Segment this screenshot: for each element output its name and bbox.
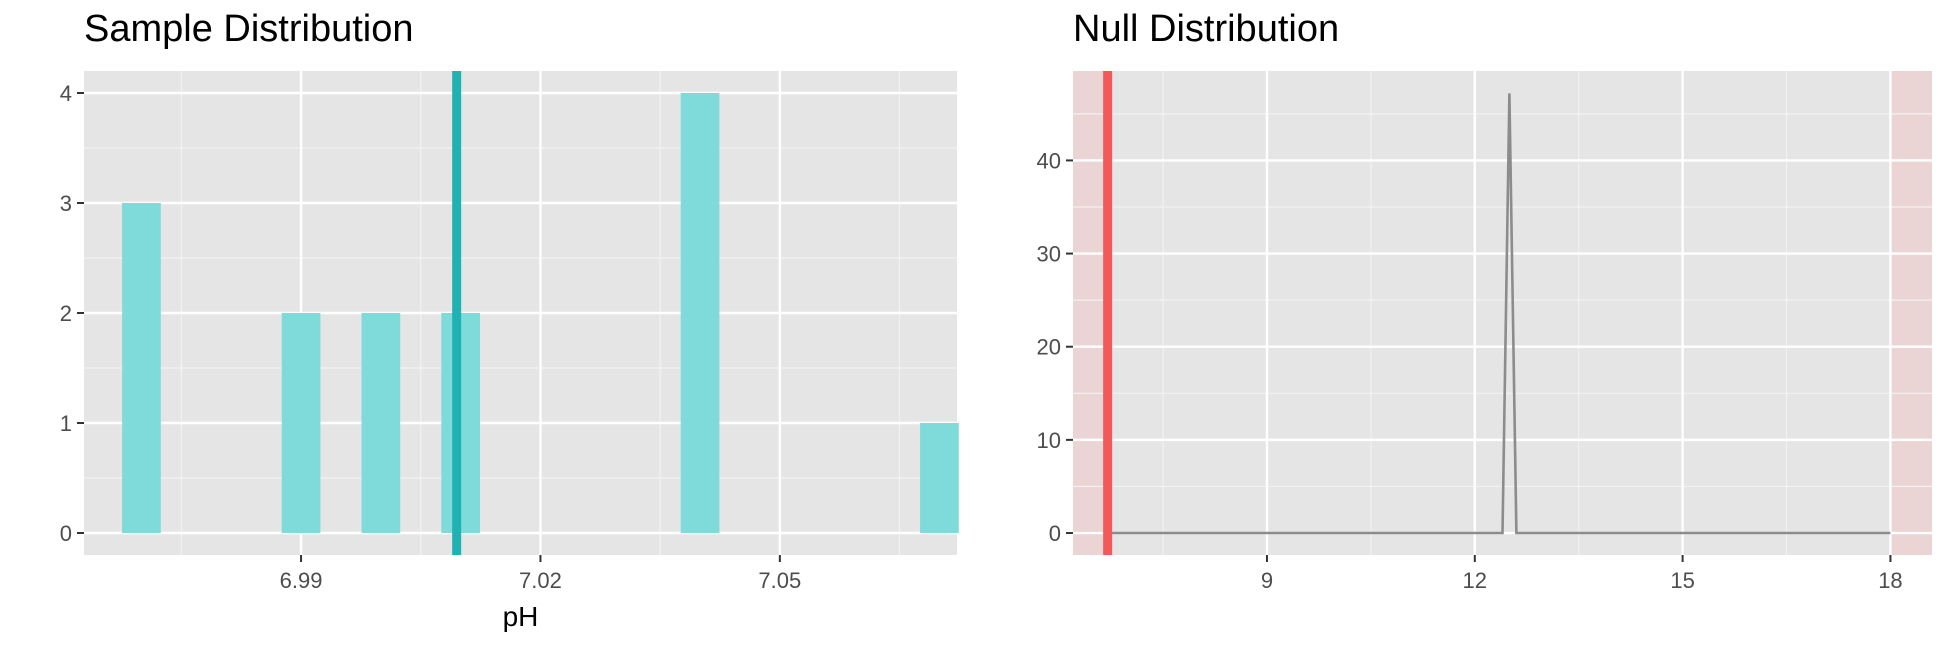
right-y-tick-label: 40 (1037, 148, 1061, 173)
sample-distribution-panel: 6.99 7.02 7.05 0 1 2 3 4 pH (60, 71, 959, 632)
histogram-bar (920, 423, 959, 533)
right-x-tick-label: 15 (1670, 568, 1694, 593)
right-y-tick-label: 30 (1037, 242, 1061, 267)
left-y-tick-label: 3 (60, 191, 72, 216)
null-distribution-panel: 9 12 15 18 0 10 20 30 40 (1037, 71, 1932, 593)
histogram-bar (281, 313, 321, 533)
left-y-tick-label: 0 (60, 521, 72, 546)
right-x-tick-label: 18 (1878, 568, 1902, 593)
x-axis-title: pH (503, 601, 539, 632)
histogram-bar (680, 93, 720, 533)
left-x-tick-label: 7.05 (758, 568, 801, 593)
right-y-tick-label: 0 (1049, 521, 1061, 546)
right-shaded-region (1073, 71, 1108, 555)
right-x-tick-label: 9 (1261, 568, 1273, 593)
null-distribution-line (1107, 93, 1891, 535)
right-chart-title: Null Distribution (1073, 8, 1340, 50)
left-chart-title: Sample Distribution (84, 8, 414, 50)
histogram-bar (122, 203, 161, 533)
left-y-tick-label: 4 (60, 81, 72, 106)
left-y-tick-label: 1 (60, 411, 72, 436)
left-x-tick-label: 7.02 (519, 568, 562, 593)
right-y-tick-label: 10 (1037, 428, 1061, 453)
left-x-tick-label: 6.99 (280, 568, 323, 593)
left-y-tick-label: 2 (60, 301, 72, 326)
histogram-bar (361, 313, 401, 533)
right-y-tick-label: 20 (1037, 335, 1061, 360)
right-x-tick-label: 12 (1463, 568, 1487, 593)
right-shaded-region (1890, 71, 1932, 555)
